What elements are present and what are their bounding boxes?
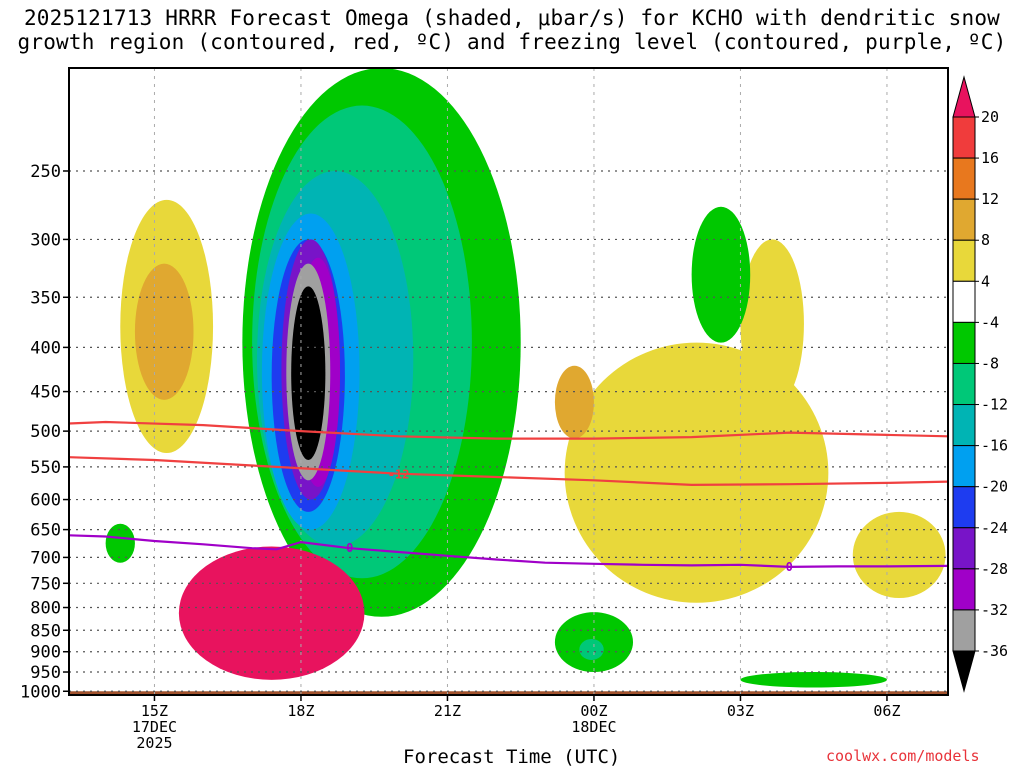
freezing-level-label-0: 0 xyxy=(346,541,353,555)
y-tick-label-300: 300 xyxy=(30,230,61,250)
omega-region-11 xyxy=(134,263,194,400)
x-tick-label-18-0: 18Z xyxy=(287,702,314,720)
y-tick-label-400: 400 xyxy=(30,338,61,358)
site-credit: coolwx.com/models xyxy=(826,747,980,765)
colorbar-label-13: -36 xyxy=(981,642,1008,660)
chart-title: 2025121713 HRRR Forecast Omega (shaded, … xyxy=(0,6,1024,54)
colorbar-label-9: -20 xyxy=(981,478,1008,496)
colorbar-label-0: 20 xyxy=(981,108,999,126)
colorbar-label-11: -28 xyxy=(981,560,1008,578)
omega-region-15 xyxy=(691,206,751,343)
omega-region-20 xyxy=(740,672,887,688)
x-tick-label-30-0: 06Z xyxy=(873,702,900,720)
colorbar-label-3: 8 xyxy=(981,231,990,249)
x-tick-label-21-0: 21Z xyxy=(434,702,461,720)
y-tick-label-750: 750 xyxy=(30,574,61,594)
chart-title-line2: growth region (contoured, red, ºC) and f… xyxy=(17,30,1007,54)
x-tick-label-27-0: 03Z xyxy=(727,702,754,720)
y-tick-label-1000: 1000 xyxy=(20,682,61,702)
contour-lines: -12 0 0 xyxy=(69,420,948,574)
freezing-level-contour xyxy=(69,534,948,569)
colorbar-label-4: 4 xyxy=(981,272,990,290)
colorbar-swatch-9 xyxy=(952,445,976,488)
dgz-contour-0 xyxy=(69,420,948,440)
colorbar-label-12: -32 xyxy=(981,601,1008,619)
y-tick-label-250: 250 xyxy=(30,162,61,182)
colorbar-swatch-5 xyxy=(952,280,976,323)
colorbar-label-5: -4 xyxy=(981,313,999,331)
omega-region-9 xyxy=(178,546,365,680)
x-tick-label-15-2: 2025 xyxy=(136,734,172,752)
x-axis-label: Forecast Time (UTC) xyxy=(403,746,621,768)
y-tick-label-950: 950 xyxy=(30,663,61,683)
colorbar-swatch-1 xyxy=(952,116,976,159)
omega-region-12 xyxy=(564,342,829,603)
colorbar-top-arrow xyxy=(952,75,976,118)
omega-region-16 xyxy=(105,523,135,563)
colorbar-swatch-10 xyxy=(952,486,976,529)
omega-region-17 xyxy=(852,511,946,599)
y-tick-label-350: 350 xyxy=(30,288,61,308)
colorbar-swatch-4 xyxy=(952,239,976,282)
chart-title-line1: 2025121713 HRRR Forecast Omega (shaded, … xyxy=(23,6,1001,30)
y-tick-label-600: 600 xyxy=(30,491,61,511)
grid-lines xyxy=(69,68,948,695)
omega-region-14 xyxy=(740,239,804,408)
colorbar-label-1: 16 xyxy=(981,149,999,167)
omega-region-19 xyxy=(579,639,604,660)
colorbar-swatch-13 xyxy=(952,609,976,652)
y-tick-label-500: 500 xyxy=(30,422,61,442)
colorbar-swatch-11 xyxy=(952,527,976,570)
colorbar-swatch-7 xyxy=(952,362,976,406)
colorbar-swatch-8 xyxy=(952,404,976,447)
colorbar-bottom-arrow xyxy=(952,650,976,693)
colorbar-label-10: -24 xyxy=(981,519,1008,537)
x-tick-label-24-0: 00Z xyxy=(580,702,607,720)
dgz-contour-label-1: -12 xyxy=(388,468,410,482)
y-tick-label-900: 900 xyxy=(30,643,61,663)
omega-field xyxy=(69,68,948,695)
colorbar-label-2: 12 xyxy=(981,190,999,208)
y-tick-label-700: 700 xyxy=(30,548,61,568)
colorbar-swatch-6 xyxy=(952,321,976,364)
colorbar-swatch-2 xyxy=(952,157,976,200)
colorbar-label-7: -12 xyxy=(981,396,1008,414)
dgz-contour-1 xyxy=(69,456,948,487)
colorbar-label-6: -8 xyxy=(981,354,999,372)
x-tick-label-24-1: 18DEC xyxy=(571,718,616,736)
y-axis: 2503003504004505005506006507007508008509… xyxy=(20,162,69,702)
omega-region-13 xyxy=(554,365,594,439)
y-tick-label-800: 800 xyxy=(30,599,61,619)
y-tick-label-650: 650 xyxy=(30,521,61,541)
plot-frame xyxy=(68,67,949,696)
freezing-level-label-1: 0 xyxy=(786,560,793,574)
x-tick-label-15-0: 15Z xyxy=(141,702,168,720)
y-tick-label-450: 450 xyxy=(30,383,61,403)
x-tick-label-15-1: 17DEC xyxy=(132,718,177,736)
y-tick-label-550: 550 xyxy=(30,458,61,478)
y-tick-label-850: 850 xyxy=(30,621,61,641)
omega-region-8 xyxy=(291,286,326,461)
colorbar-swatch-3 xyxy=(952,198,976,241)
colorbar-swatch-12 xyxy=(952,568,976,611)
surface-ground xyxy=(69,691,948,695)
colorbar-label-8: -16 xyxy=(981,437,1008,455)
colorbar: 20 16 12 8 4 -4 -8 -12 -16 -20 -24 -28 -32 -36 xyxy=(952,75,1008,693)
